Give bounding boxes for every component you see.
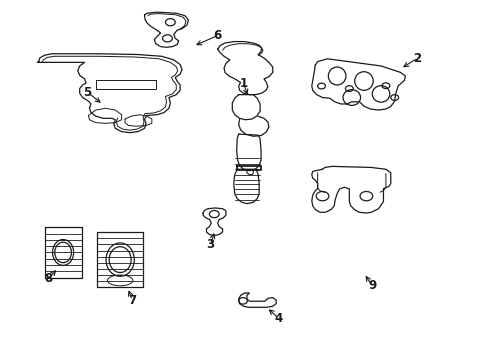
Text: 2: 2 — [413, 51, 421, 64]
Polygon shape — [311, 59, 405, 110]
Text: 5: 5 — [83, 86, 91, 99]
Polygon shape — [217, 41, 272, 95]
Text: 3: 3 — [206, 238, 214, 251]
Polygon shape — [203, 208, 225, 235]
Polygon shape — [232, 95, 260, 120]
Text: 1: 1 — [239, 77, 247, 90]
Text: 7: 7 — [128, 294, 136, 307]
Text: 4: 4 — [274, 311, 282, 325]
Text: 9: 9 — [367, 279, 376, 292]
Text: 6: 6 — [213, 29, 222, 42]
Polygon shape — [236, 134, 261, 171]
Polygon shape — [233, 169, 259, 204]
Polygon shape — [144, 12, 188, 47]
Text: 8: 8 — [44, 272, 53, 285]
Polygon shape — [37, 54, 182, 133]
Polygon shape — [311, 166, 390, 213]
Polygon shape — [238, 293, 276, 307]
